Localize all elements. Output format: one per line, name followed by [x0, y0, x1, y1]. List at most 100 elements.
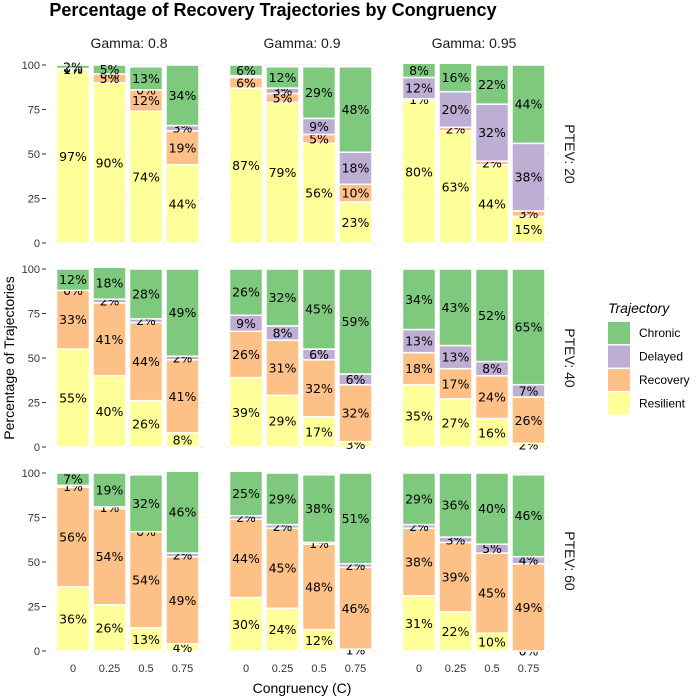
bar-segment-resilient	[401, 99, 437, 244]
y-tick-label: 100	[22, 60, 40, 72]
y-tick-label: 0	[34, 646, 40, 658]
facet-strip-ptev-40: PTEV: 40	[562, 328, 578, 388]
bar-segment-chronic	[511, 474, 546, 558]
bar-segment-resilient	[228, 596, 264, 652]
bar-segment-chronic	[55, 268, 91, 292]
y-axis-ticks: 0 25 50 75 100 0 25 50 75 100 0 25 50 75 100	[22, 60, 46, 658]
bar-segment-chronic	[228, 64, 264, 77]
legend-swatch-chronic	[608, 322, 630, 344]
data-label-resilient: 35%	[405, 408, 433, 423]
panel-ptev-40-gamma-0-8: 55%33%0%12%40%41%2%18%26%44%2%28%8%41%2%…	[54, 261, 204, 455]
data-label-chronic: 65%	[515, 319, 543, 334]
bar-segment-resilient	[228, 87, 264, 244]
data-label-resilient: 26%	[132, 416, 160, 431]
data-label-recovery: 49%	[169, 593, 197, 608]
legend-label-resilient: Resilient	[639, 397, 686, 411]
data-label-chronic: 29%	[405, 491, 433, 506]
data-label-recovery: 45%	[269, 561, 297, 576]
bar-segment-chronic	[265, 66, 300, 89]
bar-segment-resilient	[401, 383, 437, 448]
y-tick-label: 0	[34, 442, 40, 454]
data-label-recovery: 48%	[305, 579, 333, 594]
data-label-delayed: 32%	[478, 125, 506, 140]
bar-segment-recovery	[301, 359, 337, 418]
data-label-delayed: 13%	[442, 350, 470, 365]
bar-segment-recovery	[401, 527, 437, 597]
data-label-chronic: 34%	[169, 88, 197, 103]
data-label-chronic: 29%	[269, 491, 297, 506]
data-label-resilient: 10%	[478, 635, 506, 650]
bar-segment-resilient	[92, 603, 127, 652]
bar-segment-chronic	[474, 268, 510, 363]
data-label-resilient: 24%	[269, 622, 297, 637]
bar-segment-chronic	[128, 474, 164, 533]
data-label-delayed: 38%	[515, 170, 543, 185]
data-label-resilient: 27%	[442, 415, 470, 430]
data-label-resilient: 39%	[232, 405, 260, 420]
data-label-resilient: 56%	[305, 186, 333, 201]
facet-strip-gamma-0-9: Gamma: 0.9	[263, 35, 340, 51]
y-tick-label: 75	[28, 105, 40, 117]
data-label-chronic: 45%	[305, 302, 333, 317]
data-label-delayed: 6%	[309, 347, 329, 362]
bar-segment-resilient	[265, 101, 300, 244]
bar-segment-chronic	[265, 268, 300, 327]
data-label-chronic: 40%	[478, 501, 506, 516]
panel-ptev-60-gamma-0-95: 31%38%2%29%22%39%3%36%10%45%5%40%0%49%4%…	[400, 465, 550, 659]
bar-segment-chronic	[338, 472, 373, 565]
bar-segment-chronic	[55, 64, 91, 70]
data-label-resilient: 23%	[342, 215, 370, 230]
data-label-recovery: 33%	[59, 312, 87, 327]
x-tick-label: 0.75	[345, 663, 366, 675]
data-label-resilient: 17%	[305, 424, 333, 439]
data-label-resilient: 36%	[59, 611, 87, 626]
data-label-recovery: 32%	[305, 381, 333, 396]
data-label-chronic: 46%	[515, 508, 543, 523]
data-label-delayed: 6%	[346, 372, 366, 387]
data-label-chronic: 52%	[478, 308, 506, 323]
legend-swatch-recovery	[608, 369, 630, 391]
bar-segment-recovery	[128, 530, 164, 629]
bar-segment-chronic	[165, 64, 200, 127]
x-tick-label: 0	[243, 663, 249, 675]
data-label-chronic: 32%	[132, 496, 160, 511]
data-label-chronic: 12%	[59, 272, 87, 287]
panel-ptev-20-gamma-0-95: 80%1%12%8%63%2%20%16%44%2%32%22%15%3%38%…	[400, 57, 550, 251]
data-label-recovery: 19%	[169, 140, 197, 155]
data-label-recovery: 26%	[515, 413, 543, 428]
data-label-recovery: 41%	[96, 332, 124, 347]
data-label-resilient: 80%	[405, 164, 433, 179]
bar-segment-chronic	[438, 62, 473, 93]
data-label-resilient: 22%	[442, 624, 470, 639]
data-label-delayed: 20%	[442, 102, 470, 117]
data-label-resilient: 40%	[96, 404, 124, 419]
y-tick-label: 25	[28, 194, 40, 206]
bar-segment-chronic	[92, 472, 127, 508]
facet-strip-gamma-0-95: Gamma: 0.95	[432, 35, 517, 51]
data-label-resilient: 12%	[305, 633, 333, 648]
bar-segment-recovery	[438, 541, 473, 613]
data-label-resilient: 97%	[59, 149, 87, 164]
legend-title: Trajectory	[608, 300, 670, 316]
bar-segment-recovery	[165, 359, 200, 434]
data-label-resilient: 13%	[132, 632, 160, 647]
data-label-recovery: 6%	[236, 75, 256, 90]
data-label-recovery: 41%	[169, 389, 197, 404]
data-label-chronic: 5%	[100, 62, 120, 77]
data-label-chronic: 18%	[96, 276, 124, 291]
chart-title: Percentage of Recovery Trajectories by C…	[49, 0, 496, 20]
bar-segment-resilient	[128, 399, 164, 448]
bar-segment-chronic	[301, 474, 337, 544]
data-label-delayed: 18%	[342, 161, 370, 176]
bar-segment-resilient	[474, 163, 510, 244]
data-label-chronic: 28%	[132, 286, 160, 301]
legend-swatch-delayed	[608, 345, 630, 368]
data-label-chronic: 32%	[269, 290, 297, 305]
bar-segment-chronic	[401, 268, 437, 331]
data-label-delayed: 8%	[482, 361, 502, 376]
data-label-delayed: 13%	[405, 334, 433, 349]
panel-ptev-20-gamma-0-8: 97%1%0%2%90%5%0%5%74%12%0%13%44%19%3%34%	[54, 57, 204, 251]
bar-segment-chronic	[55, 472, 91, 487]
data-label-chronic: 25%	[232, 486, 260, 501]
bar-segment-recovery	[228, 518, 264, 599]
